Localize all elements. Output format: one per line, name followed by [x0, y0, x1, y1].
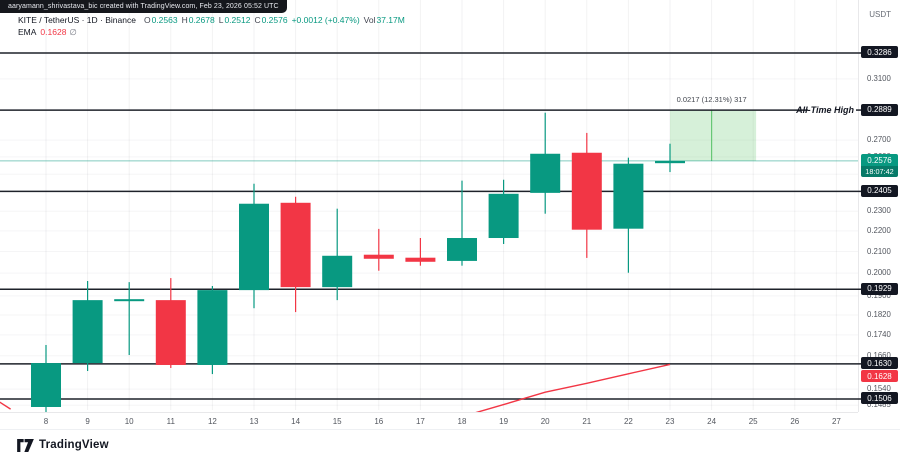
- price-tick-label: 0.1485: [867, 400, 891, 410]
- candle-body[interactable]: [280, 202, 311, 288]
- time-tick-label: 17: [415, 417, 425, 426]
- candle-body[interactable]: [322, 255, 353, 288]
- volume-value: 37.17M: [376, 15, 405, 25]
- indicator-row: EMA 0.1628 ∅: [18, 27, 405, 39]
- time-axis[interactable]: 8 9 10 11 12 13 14 15 16 17 18 19 20 21 22 23 24 25 26 27: [0, 412, 858, 429]
- price-tick-label: 0.1820: [867, 309, 891, 319]
- ema-price-badge: 0.1628: [861, 370, 898, 383]
- tradingview-logo[interactable]: TradingView: [17, 438, 109, 452]
- bar-countdown-timer: 18:07:42: [861, 166, 898, 178]
- current-price-badge: 0.2576 18:07:42: [861, 154, 898, 178]
- candlestick-chart[interactable]: 0.0217 (12.31%) 317 All-Time High: [0, 0, 900, 412]
- time-tick-label: 14: [291, 417, 301, 426]
- price-tick-label: 0.2100: [867, 246, 891, 256]
- ath-label: All-Time High: [795, 105, 854, 115]
- candle-body[interactable]: [447, 238, 477, 261]
- time-tick-label: 10: [124, 417, 134, 426]
- low-label: L: [218, 15, 224, 25]
- time-tick-label: 20: [540, 417, 550, 426]
- candle-body[interactable]: [155, 300, 186, 365]
- tradingview-logo-text: TradingView: [39, 439, 109, 451]
- low-value: 0.2512: [224, 15, 251, 25]
- high-value: 0.2678: [188, 15, 215, 25]
- quote-currency-label: USDT: [869, 10, 891, 19]
- time-tick-label: 21: [582, 417, 592, 426]
- candle-body[interactable]: [405, 257, 436, 262]
- time-tick-label: 22: [623, 417, 633, 426]
- time-tick-label: 27: [831, 417, 841, 426]
- candle-body[interactable]: [239, 203, 269, 291]
- candle-body[interactable]: [488, 193, 519, 239]
- tradingview-logo-icon: [17, 438, 34, 452]
- price-tick-label: 0.3100: [867, 73, 891, 83]
- time-tick-label: 9: [85, 417, 90, 426]
- candle-body[interactable]: [72, 300, 103, 364]
- candle-body[interactable]: [530, 153, 561, 193]
- candle-body[interactable]: [655, 160, 685, 164]
- indicator-source-icon: ∅: [69, 27, 77, 37]
- time-tick-label: 12: [207, 417, 217, 426]
- price-tick-label: 0.1740: [867, 329, 891, 339]
- price-level-badge: 0.1929: [861, 282, 898, 295]
- symbol-title[interactable]: KITE / TetherUS · 1D · Binance: [18, 15, 136, 25]
- chart-legend: KITE / TetherUS · 1D · Binance O 0.2563 H…: [18, 15, 405, 39]
- time-tick-label: 11: [166, 417, 175, 426]
- candle-body[interactable]: [571, 152, 602, 230]
- price-axis[interactable]: 0.31000.27000.26000.25000.23000.22000.21…: [858, 0, 900, 412]
- open-value: 0.2563: [151, 15, 178, 25]
- close-label: C: [254, 15, 261, 25]
- volume-label: Vol: [363, 15, 376, 25]
- price-tick-label: 0.2000: [867, 268, 891, 278]
- candle-body[interactable]: [613, 163, 644, 229]
- price-level-badge: 0.1630: [861, 357, 898, 370]
- price-tick-label: 0.2200: [867, 225, 891, 235]
- time-tick-label: 16: [374, 417, 384, 426]
- candle-body[interactable]: [363, 254, 394, 259]
- price-level-badge: 0.2889: [861, 103, 898, 116]
- time-tick-label: 18: [457, 417, 467, 426]
- indicator-name[interactable]: EMA: [18, 27, 37, 37]
- change-value: +0.0012 (+0.47%): [291, 15, 360, 25]
- price-tick-label: 0.2300: [867, 206, 891, 216]
- indicator-value: 0.1628: [40, 27, 67, 37]
- current-price-value: 0.2576: [861, 154, 898, 167]
- price-tick-label: 0.2700: [867, 135, 891, 145]
- open-label: O: [143, 15, 151, 25]
- symbol-row: KITE / TetherUS · 1D · Binance O 0.2563 H…: [18, 15, 405, 27]
- time-tick-label: 25: [748, 417, 758, 426]
- candle-body[interactable]: [31, 363, 61, 407]
- projection-box[interactable]: [670, 110, 757, 161]
- ema-line[interactable]: [0, 401, 11, 410]
- time-tick-label: 8: [43, 417, 49, 426]
- price-tick-label: 0.1540: [867, 384, 891, 394]
- price-tick-label: 0.1660: [867, 350, 891, 360]
- attribution-bar: aaryamann_shrivastava_bic created with T…: [0, 0, 287, 13]
- candle-body[interactable]: [114, 299, 145, 302]
- price-level-badge: 0.2405: [861, 184, 898, 197]
- time-tick-label: 19: [499, 417, 509, 426]
- ema-line[interactable]: [475, 363, 671, 412]
- time-tick-label: 13: [249, 417, 259, 426]
- price-level-badge: 0.1506: [861, 392, 898, 405]
- high-label: H: [181, 15, 188, 25]
- time-tick-label: 26: [790, 417, 800, 426]
- footer-bar: TradingView: [0, 429, 900, 460]
- time-tick-label: 24: [707, 417, 717, 426]
- price-tick-label: 0.1900: [867, 290, 891, 300]
- time-tick-label: 15: [332, 417, 342, 426]
- projection-label: 0.0217 (12.31%) 317: [677, 95, 747, 104]
- time-tick-label: 23: [665, 417, 675, 426]
- price-level-badge: 0.3286: [861, 46, 898, 59]
- close-value: 0.2576: [261, 15, 288, 25]
- candle-body[interactable]: [197, 290, 228, 365]
